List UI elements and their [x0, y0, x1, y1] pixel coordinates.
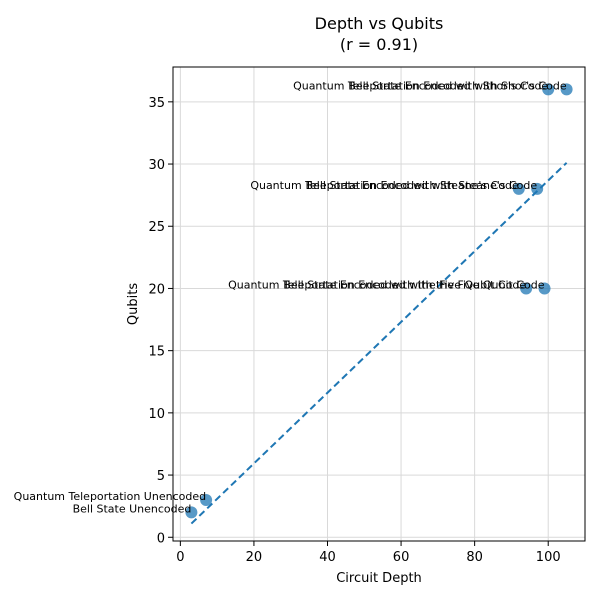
y-tick-label: 15 — [148, 345, 165, 360]
y-tick-label: 0 — [157, 531, 165, 546]
y-tick-label: 25 — [148, 220, 165, 235]
point-label: Quantum Teleportation Encoded with the F… — [228, 278, 545, 291]
x-axis-label: Circuit Depth — [336, 571, 422, 586]
x-axis-ticks: 0 20 40 60 80 100 — [176, 541, 561, 565]
data-point — [531, 182, 544, 195]
data-point — [520, 282, 533, 295]
y-tick-label: 10 — [148, 407, 165, 422]
trendline — [190, 162, 568, 525]
data-point — [200, 493, 213, 506]
point-label: Bell State Encoded with the Five Qubit C… — [283, 278, 526, 291]
point-label: Bell State Encoded with Shor's Code — [348, 79, 548, 92]
chart-subtitle: (r = 0.91) — [340, 35, 418, 54]
y-tick-label: 35 — [148, 96, 165, 111]
y-axis-label: Qubits — [126, 283, 141, 325]
data-point — [542, 83, 555, 96]
grid-lines — [173, 67, 585, 541]
x-tick-label: 0 — [176, 550, 184, 565]
y-tick-label: 5 — [157, 469, 165, 484]
x-tick-label: 40 — [319, 550, 336, 565]
data-point — [512, 182, 525, 195]
data-point — [538, 282, 551, 295]
point-label: Bell State Unencoded — [73, 502, 192, 515]
point-label: Quantum Teleportation Unencoded — [14, 490, 206, 503]
data-point — [560, 83, 573, 96]
y-tick-label: 30 — [148, 158, 165, 173]
data-point — [185, 506, 198, 519]
y-axis-ticks: 0 5 10 15 20 25 30 35 — [148, 96, 173, 546]
x-tick-label: 60 — [393, 550, 410, 565]
point-label: Quantum Teleportation Encoded with Shor'… — [293, 79, 567, 92]
point-label: Quantum Teleportation Encoded with Stean… — [250, 179, 537, 192]
x-tick-label: 20 — [246, 550, 263, 565]
y-tick-label: 20 — [148, 282, 165, 297]
chart-title: Depth vs Qubits — [315, 14, 444, 33]
point-label: Bell State Encoded with Steane's Code — [306, 179, 519, 192]
plot-frame — [172, 66, 586, 542]
data-points — [185, 83, 573, 519]
x-tick-label: 80 — [466, 550, 483, 565]
trendline-group — [190, 162, 568, 525]
x-tick-label: 100 — [536, 550, 561, 565]
